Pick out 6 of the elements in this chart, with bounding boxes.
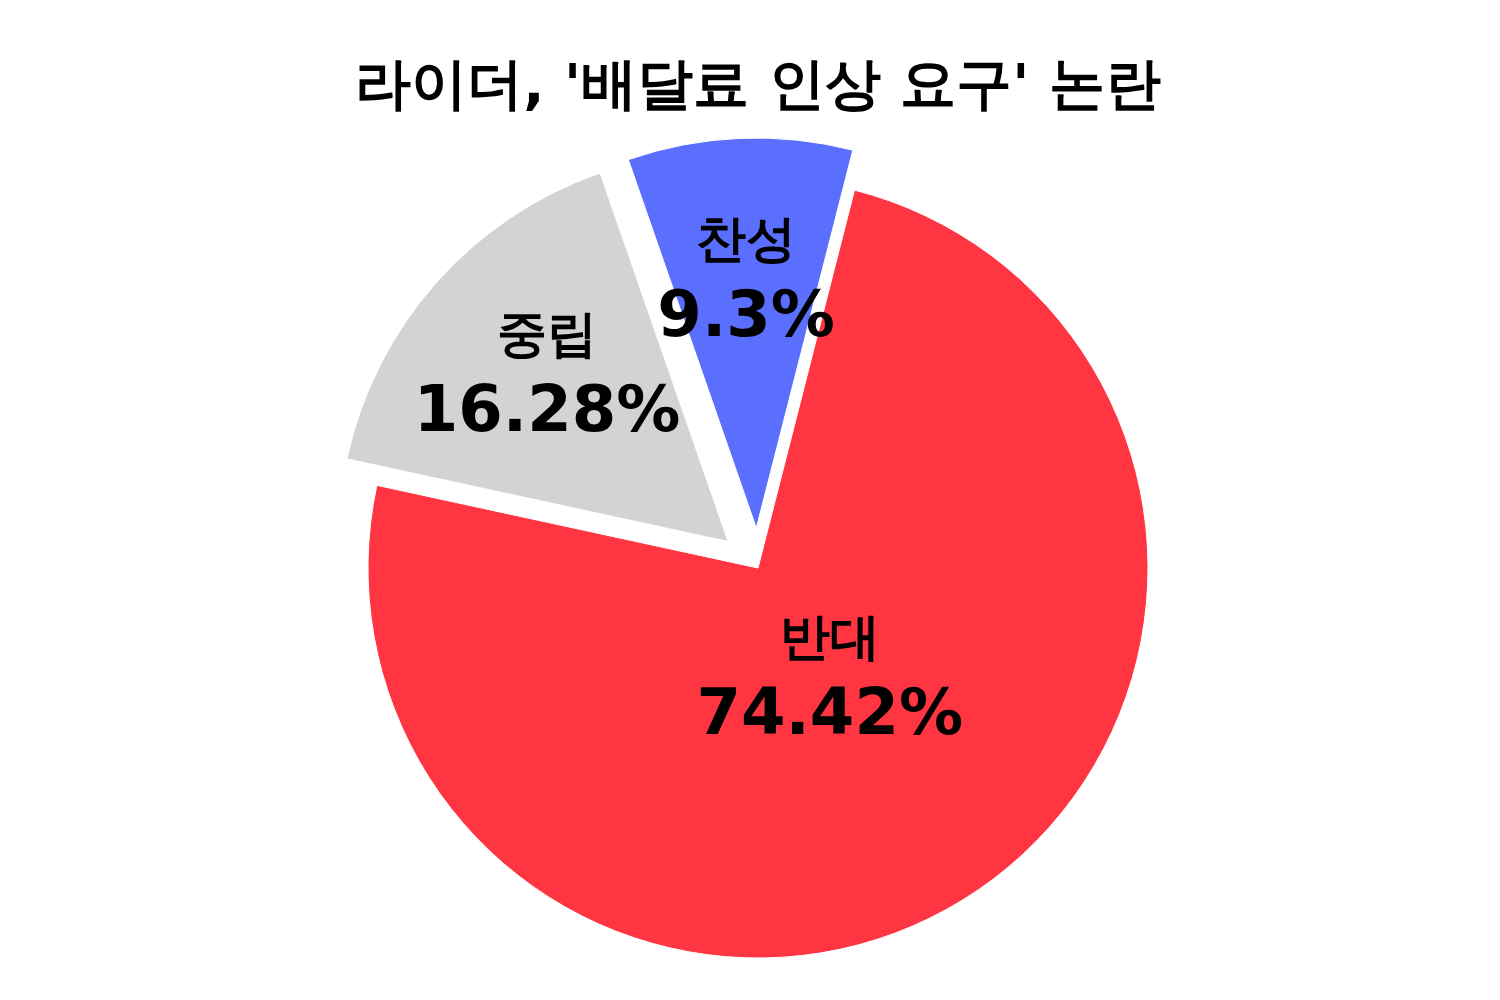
data-label: 16.28%: [413, 372, 681, 447]
slice-label: 중립: [497, 305, 598, 364]
slice-label: 찬성: [696, 210, 797, 269]
slice-label: 반대: [779, 608, 880, 667]
chart-title: 라이더, '배달료 인상 요구' 논란: [355, 51, 1161, 116]
data-label: 74.42%: [696, 675, 964, 750]
